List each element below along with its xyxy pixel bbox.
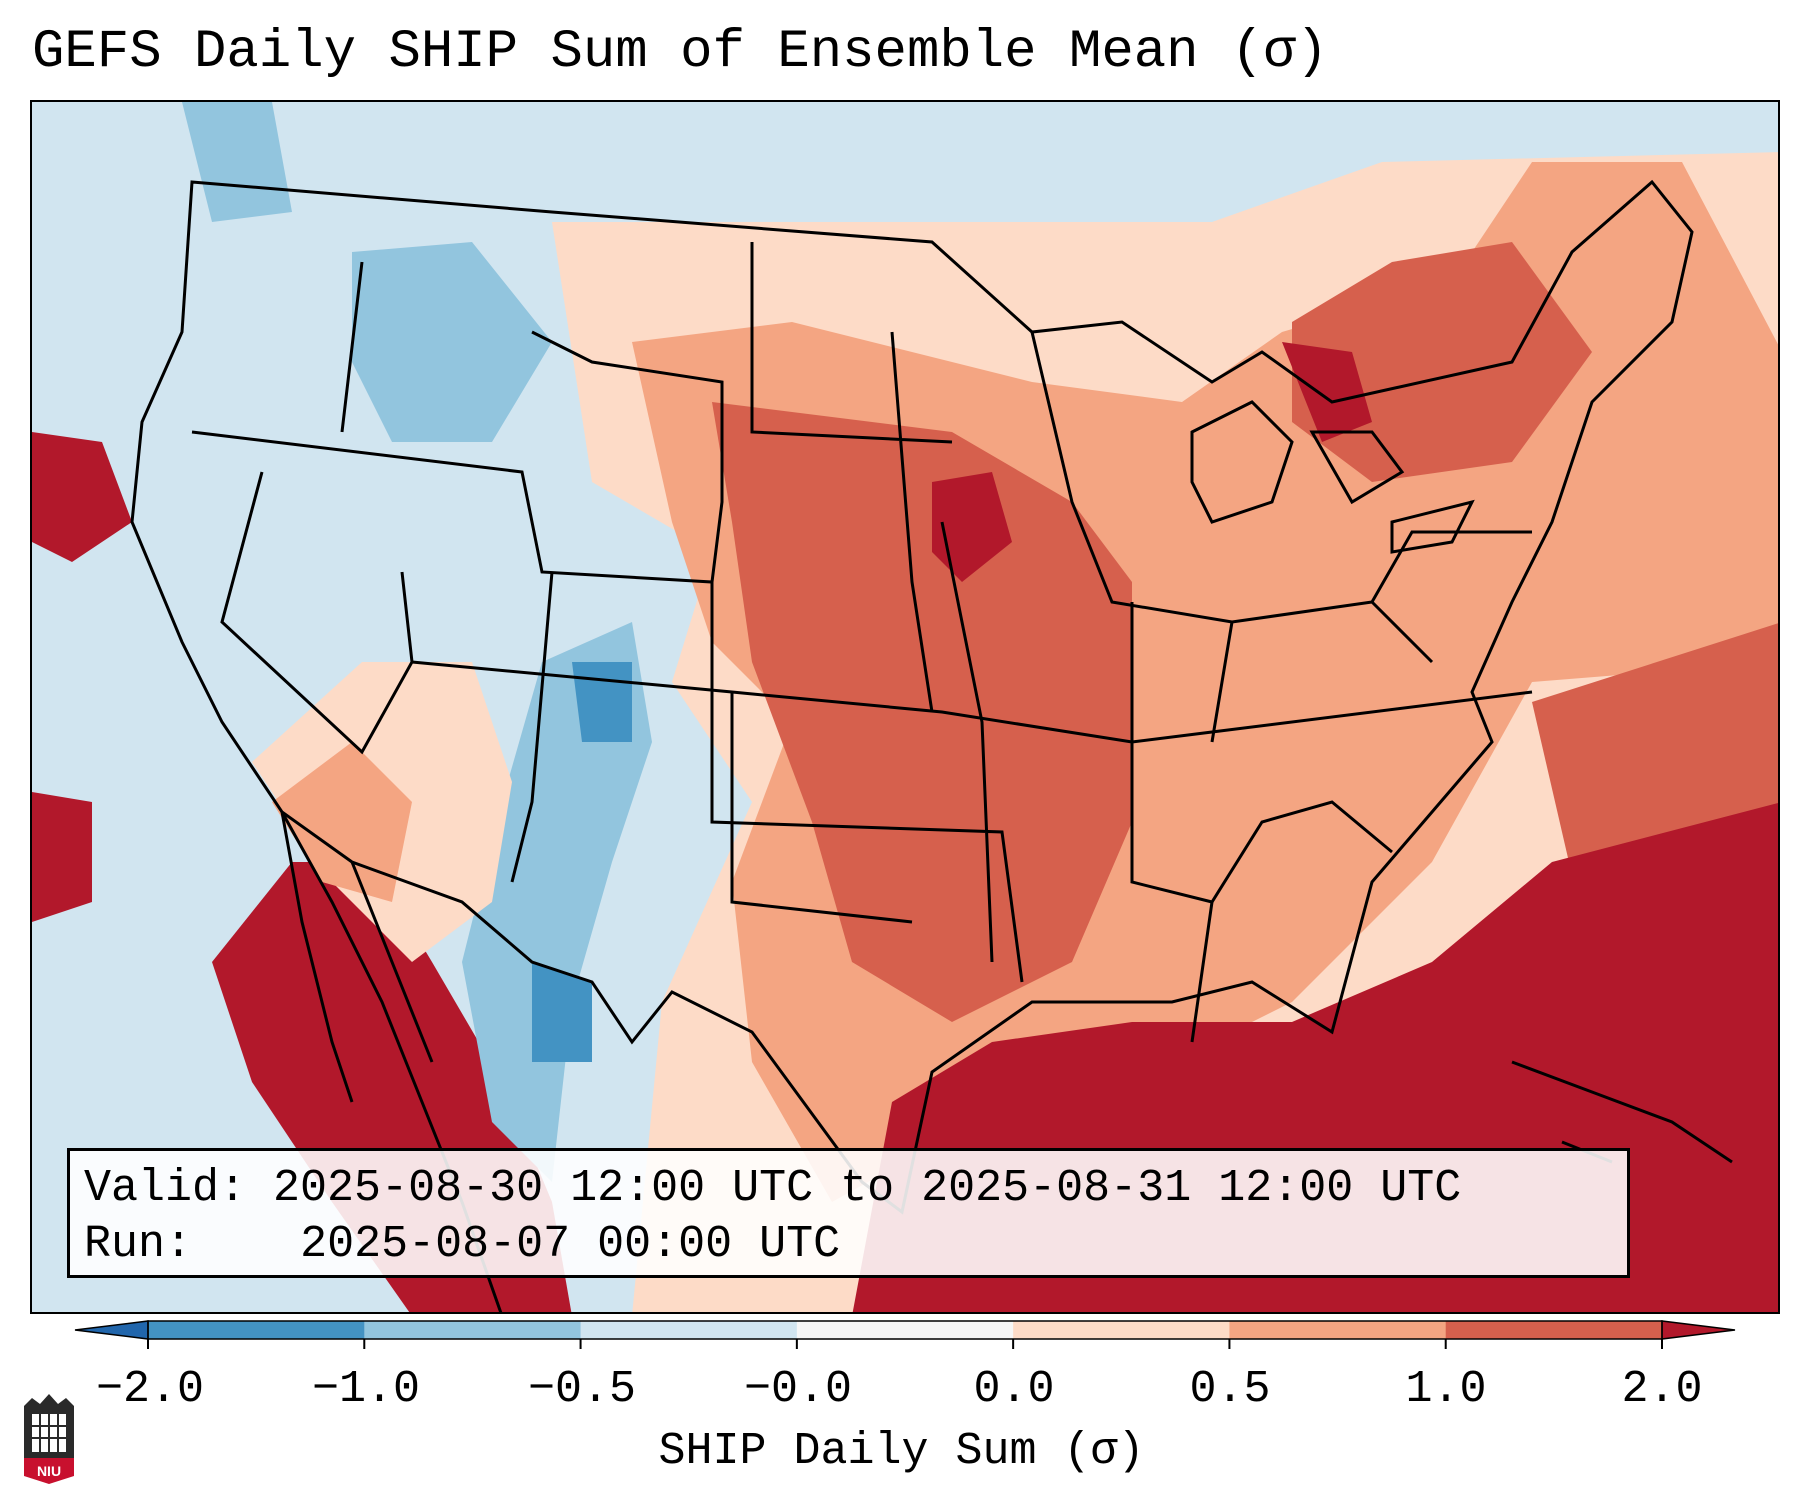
state-line-3 xyxy=(411,660,1533,744)
niu-logo-icon: NIU xyxy=(24,1394,74,1484)
colorbar-tick-label: −0.0 xyxy=(743,1364,853,1415)
colorbar-tick-label: 0.5 xyxy=(1189,1364,1271,1415)
colorbar-bin xyxy=(1445,1321,1663,1339)
anomaly-region-medium-blue-north xyxy=(182,102,552,442)
baja-outline xyxy=(280,811,354,1103)
validity-info-box: Valid: 2025-08-30 12:00 UTC to 2025-08-3… xyxy=(67,1148,1630,1278)
map-panel[interactable] xyxy=(30,100,1780,1314)
state-line-6 xyxy=(1130,602,1393,904)
great-lakes xyxy=(1190,400,1475,554)
ship-anomaly-map xyxy=(32,102,1778,1312)
state-line-5 xyxy=(510,571,913,924)
colorbar-bin xyxy=(580,1321,798,1339)
colorbar-bin xyxy=(1013,1321,1230,1339)
state-line-9 xyxy=(750,242,953,713)
colorbar-tick-label: 2.0 xyxy=(1621,1364,1703,1415)
colorbar-tick-label: 0.0 xyxy=(973,1364,1055,1415)
colorbar-bin xyxy=(148,1321,365,1339)
state-line-8 xyxy=(1190,600,1434,1043)
colorbar-tick-label: −0.5 xyxy=(527,1364,637,1415)
anomaly-region-dark-blue xyxy=(532,662,632,1062)
colorbar-under-triangle xyxy=(74,1320,149,1340)
niu-logo-text: NIU xyxy=(37,1463,61,1479)
colorbar-bin xyxy=(364,1321,582,1339)
state-line-4 xyxy=(710,521,1024,983)
colorbar-bin xyxy=(796,1321,1014,1339)
valid-value: 2025-08-30 12:00 UTC to 2025-08-31 12:00… xyxy=(273,1163,1462,1214)
colorbar-bin xyxy=(1229,1321,1447,1339)
colorbar-tick-label: −2.0 xyxy=(95,1364,205,1415)
colorbar-tick-label: 1.0 xyxy=(1405,1364,1487,1415)
valid-label: Valid: xyxy=(84,1163,247,1214)
colorbar-label: SHIP Daily Sum (σ) xyxy=(658,1426,1145,1477)
run-label: Run: xyxy=(84,1219,193,1270)
run-value: 2025-08-07 00:00 UTC xyxy=(300,1219,841,1270)
coastline-and-borders xyxy=(130,179,1733,1312)
map-title: GEFS Daily SHIP Sum of Ensemble Mean (σ) xyxy=(32,22,1329,83)
anomaly-region-desert-salmon xyxy=(272,742,412,902)
state-line-1 xyxy=(191,330,724,584)
us-outline xyxy=(130,179,1694,1215)
state-line-2 xyxy=(220,261,414,755)
colorbar-tick-label: −1.0 xyxy=(311,1364,421,1415)
anomaly-region-red xyxy=(712,402,1132,1022)
anomaly-region-medium-blue xyxy=(462,622,652,1182)
anomaly-region-dark-red-pacific xyxy=(32,432,132,922)
colorbar-over-triangle xyxy=(1661,1320,1736,1340)
colorbar-frame xyxy=(147,1320,1663,1340)
anomaly-region-dark-red-midwest xyxy=(932,342,1372,582)
